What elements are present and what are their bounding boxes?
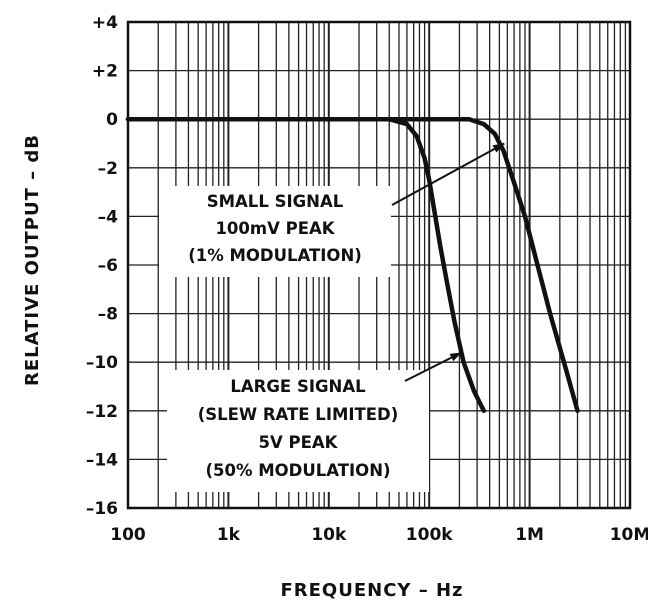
x-tick-label: 100k [406,525,453,545]
annotation-text-line: SMALL SIGNAL [207,192,344,211]
annotation-arrowhead [492,143,505,153]
plot-frame [126,20,632,510]
x-tick-label: 10k [311,525,347,545]
x-axis-label: FREQUENCY – Hz [280,580,463,601]
annotations: SMALL SIGNAL 100mV PEAK (1% MODULATION) LAR… [159,142,505,492]
series-line-small-signal [125,116,580,414]
x-tick-label: 1M [515,525,544,545]
x-tick-label: 10M [610,525,648,545]
annotation-arrowhead [449,352,462,362]
y-tick-label: –10 [86,353,118,373]
x-tick-label: 100 [110,525,146,545]
data-series [125,116,580,414]
y-tick-label: –12 [86,402,118,422]
y-tick-label: –16 [86,499,118,519]
y-tick-label: +4 [92,13,118,33]
annotation-text-line: 100mV PEAK [215,219,335,238]
x-tick-labels: 100 1k 10k 100k 1M 10M [110,525,648,545]
annotation-text-line: (50% MODULATION) [205,461,390,480]
y-tick-label: –8 [98,305,118,325]
y-tick-label: –4 [98,207,119,227]
annotation-text-line: LARGE SIGNAL [230,377,366,396]
annotation-text-line: (1% MODULATION) [188,246,362,265]
annotation-text-line: (SLEW RATE LIMITED) [198,405,399,424]
annotation-arrow [391,142,505,206]
annotation-background [167,370,429,492]
annotation-text-line: 5V PEAK [259,433,339,452]
y-tick-label: –14 [86,450,118,470]
y-tick-labels: +4 +2 0 –2 –4 –6 –8 –10 –12 –14 –16 [86,13,118,519]
plot-border [126,20,632,510]
y-tick-label: –6 [98,256,118,276]
y-tick-label: –2 [98,159,118,179]
y-tick-label: +2 [92,62,118,82]
annotation-background [159,186,391,277]
y-tick-label: 0 [106,110,118,130]
y-axis-label: RELATIVE OUTPUT – dB [22,134,43,386]
x-tick-label: 1k [217,525,241,545]
